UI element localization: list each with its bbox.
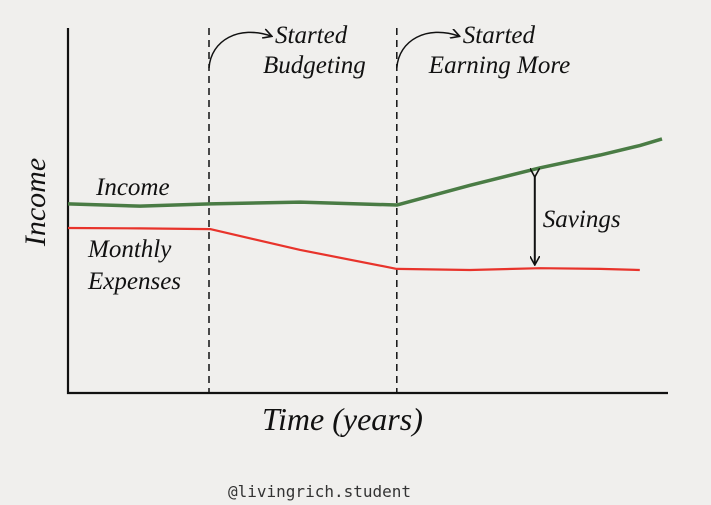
credit: @livingrich.student [228, 482, 412, 501]
x-axis-label: Time (years) [262, 401, 423, 437]
series-line [67, 226, 640, 272]
event-arrow [208, 32, 271, 69]
series-label: Monthly Expenses [88, 236, 182, 296]
series-label: Income [96, 173, 170, 201]
event-label: Earning More [428, 52, 571, 79]
savings-label: Savings [542, 206, 621, 233]
event-label: Started [462, 22, 536, 49]
y-axis-label: Income [19, 157, 53, 247]
series-line [67, 137, 663, 208]
event-label: Budgeting [263, 52, 366, 79]
event-label: Started [275, 22, 348, 49]
event-arrow [396, 32, 459, 69]
axes [66, 28, 668, 395]
